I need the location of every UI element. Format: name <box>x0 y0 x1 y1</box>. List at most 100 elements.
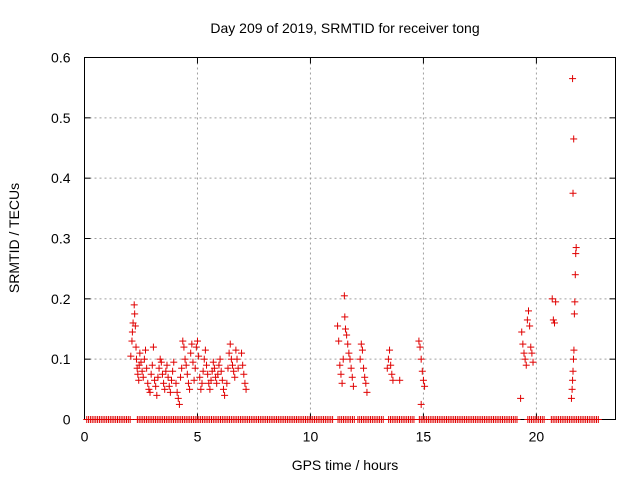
data-point <box>343 331 351 339</box>
data-points <box>83 75 602 423</box>
y-tick-label: 0.6 <box>51 50 71 66</box>
data-point <box>148 361 156 369</box>
data-point <box>568 385 576 393</box>
data-point <box>232 346 240 354</box>
data-point <box>132 355 140 363</box>
data-point <box>153 391 161 399</box>
data-point <box>221 391 229 399</box>
data-point <box>389 376 397 384</box>
y-tick-label: 0.3 <box>51 231 71 247</box>
data-point <box>334 322 342 330</box>
data-point <box>571 271 579 279</box>
data-point <box>341 313 349 321</box>
data-point <box>337 370 345 378</box>
data-point <box>363 388 371 396</box>
data-point <box>188 340 196 348</box>
data-point <box>520 349 528 357</box>
data-point <box>177 373 185 381</box>
data-point <box>163 361 171 369</box>
data-point <box>241 379 249 387</box>
data-point <box>226 340 234 348</box>
data-point <box>384 355 392 363</box>
data-point <box>548 295 556 303</box>
data-point <box>140 355 148 363</box>
data-point <box>172 379 180 387</box>
y-tick-label: 0.5 <box>51 110 71 126</box>
data-point <box>418 367 426 375</box>
data-point <box>192 343 200 351</box>
data-point <box>338 379 346 387</box>
data-point <box>144 379 152 387</box>
data-point <box>421 382 429 390</box>
x-tick-label: 0 <box>81 429 89 445</box>
data-point <box>174 394 182 402</box>
data-point <box>219 385 227 393</box>
data-point <box>341 325 349 333</box>
data-point <box>134 370 142 378</box>
data-point <box>131 310 139 318</box>
data-point <box>569 75 577 83</box>
tick-labels: 0 5 10 15 20 0 0.1 0.2 0.3 0.4 0.5 0.6 <box>51 50 544 445</box>
data-point <box>127 352 135 360</box>
data-point <box>136 349 144 357</box>
data-point <box>162 367 170 375</box>
data-point <box>204 370 212 378</box>
data-point <box>147 370 155 378</box>
data-point <box>214 370 222 378</box>
data-point <box>161 385 169 393</box>
data-point <box>569 355 577 363</box>
data-point <box>186 385 194 393</box>
data-point <box>155 364 163 372</box>
data-point <box>347 364 355 372</box>
data-point <box>230 367 238 375</box>
data-point <box>151 376 159 384</box>
data-point <box>240 370 248 378</box>
data-point <box>388 370 396 378</box>
data-point <box>200 355 208 363</box>
data-point <box>356 355 364 363</box>
data-point <box>567 394 575 402</box>
data-point <box>569 189 577 197</box>
data-point <box>217 367 225 375</box>
data-point <box>139 373 147 381</box>
data-point <box>572 250 580 258</box>
data-point <box>164 373 172 381</box>
y-tick-label: 0 <box>63 412 71 428</box>
data-point <box>358 346 366 354</box>
data-point <box>345 349 353 357</box>
data-point <box>335 337 343 345</box>
data-point <box>386 346 394 354</box>
data-point <box>210 364 218 372</box>
data-point <box>569 367 577 375</box>
data-point <box>157 358 165 366</box>
data-point <box>526 322 534 330</box>
data-point <box>417 400 425 408</box>
data-point <box>203 361 211 369</box>
data-point <box>417 355 425 363</box>
data-point <box>396 376 404 384</box>
data-point <box>179 337 187 345</box>
data-point <box>195 352 203 360</box>
data-point <box>339 355 347 363</box>
data-point <box>126 416 134 423</box>
data-point <box>383 364 391 372</box>
data-point <box>540 416 548 423</box>
data-point <box>349 382 357 390</box>
data-point <box>135 376 143 384</box>
data-point <box>178 364 186 372</box>
data-point <box>146 388 154 396</box>
data-point <box>570 346 578 354</box>
data-point <box>156 355 164 363</box>
x-tick-label: 20 <box>529 429 545 445</box>
data-point <box>528 349 536 357</box>
data-point <box>158 370 166 378</box>
data-point <box>196 373 204 381</box>
data-point <box>517 394 525 402</box>
data-point <box>183 370 191 378</box>
y-tick-label: 0.1 <box>51 351 71 367</box>
data-point <box>569 376 577 384</box>
data-point <box>361 373 369 381</box>
data-point <box>419 376 427 384</box>
data-point <box>143 364 151 372</box>
chart-title: Day 209 of 2019, SRMTID for receiver ton… <box>210 20 479 36</box>
